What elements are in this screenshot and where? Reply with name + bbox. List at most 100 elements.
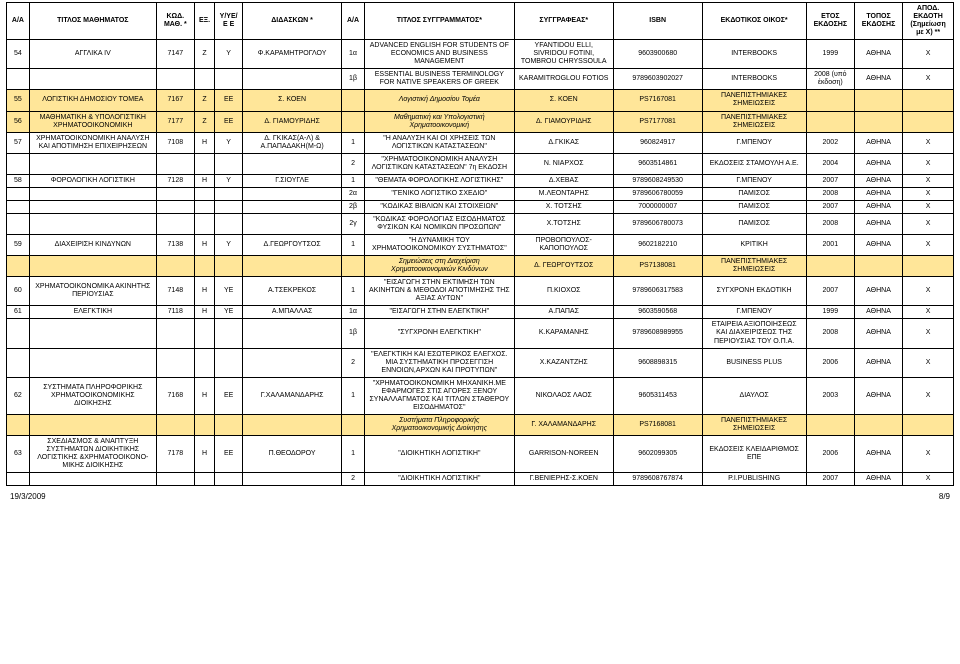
cell-auth: Κ.ΚΑΡΑΜΑΝΗΣ bbox=[514, 319, 613, 348]
cell-aa2: 2α bbox=[342, 187, 365, 200]
cell-pub: ΣΥΓΧΡΟΝΗ ΕΚΔΟΤΙΚΗ bbox=[702, 277, 806, 306]
cell-ex: Η bbox=[194, 277, 214, 306]
cell-apod: X bbox=[903, 377, 954, 414]
cell-pub: ΠΑΜΙΣΟΣ bbox=[702, 213, 806, 234]
cell-aa: 54 bbox=[7, 40, 30, 69]
cell-aa bbox=[7, 200, 30, 213]
cell-auth: Ν. ΝΙΑΡΧΟΣ bbox=[514, 153, 613, 174]
cell-isbn: PS7167081 bbox=[613, 90, 702, 111]
cell-apod bbox=[903, 90, 954, 111]
cell-place: ΑΘΗΝΑ bbox=[854, 174, 902, 187]
table-row: 56ΜΑΘΗΜΑΤΙΚΗ & ΥΠΟΛΟΓΙΣΤΙΚΗ ΧΡΗΜΑΤΟΟΙΚΟΝ… bbox=[7, 111, 954, 132]
cell-place: ΑΘΗΝΑ bbox=[854, 235, 902, 256]
cell-yyee bbox=[215, 473, 243, 486]
cell-did bbox=[243, 473, 342, 486]
cell-book: Μαθηματική και Υπολογιστική Χρηματοοικον… bbox=[364, 111, 514, 132]
cell-book: Συστήματα Πληροφορικής Χρηματοοικονομική… bbox=[364, 414, 514, 435]
cell-ex bbox=[194, 213, 214, 234]
cell-apod: X bbox=[903, 132, 954, 153]
cell-kwd: 7128 bbox=[156, 174, 194, 187]
cell-aa bbox=[7, 473, 30, 486]
cell-isbn: 9789608767874 bbox=[613, 473, 702, 486]
cell-kwd: 7178 bbox=[156, 435, 194, 472]
cell-isbn: 9789603902027 bbox=[613, 69, 702, 90]
cell-kwd: 7108 bbox=[156, 132, 194, 153]
col-place: ΤΟΠΟΣ ΕΚΔΟΣΗΣ bbox=[854, 3, 902, 40]
cell-pub: ΕΚΔΟΣΕΙΣ ΚΛΕΙΔΑΡΙΘΜΟΣ ΕΠΕ bbox=[702, 435, 806, 472]
cell-did: Σ. ΚΟΕΝ bbox=[243, 90, 342, 111]
cell-auth: Δ. ΓΕΩΡΓΟΥΤΣΟΣ bbox=[514, 256, 613, 277]
cell-apod: X bbox=[903, 213, 954, 234]
cell-auth: Δ. ΓΙΑΜΟΥΡΙΔΗΣ bbox=[514, 111, 613, 132]
table-row: 57ΧΡΗΜΑΤΟΟΙΚΟΝΟΜΙΚΗ ΑΝΑΛΥΣΗ ΚΑΙ ΑΠΟΤΙΜΗΣ… bbox=[7, 132, 954, 153]
cell-pub: ΠΑΜΙΣΟΣ bbox=[702, 200, 806, 213]
cell-book: "ΕΛΕΓΚΤΙΚΗ ΚΑΙ ΕΣΩΤΕΡΙΚΟΣ ΕΛΕΓΧΟΣ. ΜΙΑ Σ… bbox=[364, 348, 514, 377]
cell-apod: X bbox=[903, 200, 954, 213]
col-kwd: ΚΩΔ. ΜΑΘ. * bbox=[156, 3, 194, 40]
cell-title: ΧΡΗΜΑΤΟΟΙΚΟΝΟΜΙΚΗ ΑΝΑΛΥΣΗ ΚΑΙ ΑΠΟΤΙΜΗΣΗ … bbox=[29, 132, 156, 153]
cell-kwd: 7148 bbox=[156, 277, 194, 306]
cell-apod: X bbox=[903, 435, 954, 472]
table-row: 59ΔΙΑΧΕΙΡΙΣΗ ΚΙΝΔΥΝΩΝ7138ΗΥΔ.ΓΕΩΡΓΟΥΤΣΟΣ… bbox=[7, 235, 954, 256]
table-row: 61ΕΛΕΓΚΤΙΚΗ7118ΗΥΕΑ.ΜΠΑΛΛΑΣ1α"ΕΙΣΑΓΩΓΗ Σ… bbox=[7, 306, 954, 319]
cell-aa2: 2γ bbox=[342, 213, 365, 234]
cell-did: Δ.ΓΕΩΡΓΟΥΤΣΟΣ bbox=[243, 235, 342, 256]
cell-title: ΣΧΕΔΙΑΣΜΟΣ & ΑΝΑΠΤΥΞΗ ΣΥΣΤΗΜΑΤΩΝ ΔΙΟΙΚΗΤ… bbox=[29, 435, 156, 472]
cell-title bbox=[29, 414, 156, 435]
table-row: 2β"ΚΩΔΙΚΑΣ ΒΙΒΛΙΩΝ ΚΑΙ ΣΤΟΙΧΕΙΩΝ"Χ. ΤΟΤΣ… bbox=[7, 200, 954, 213]
cell-isbn: 9789606780073 bbox=[613, 213, 702, 234]
cell-ex: Η bbox=[194, 235, 214, 256]
cell-book: "ΕΙΣΑΓΩΓΗ ΣΤΗΝ ΕΛΕΓΚΤΙΚΗ" bbox=[364, 306, 514, 319]
cell-apod: X bbox=[903, 40, 954, 69]
cell-ex: Ζ bbox=[194, 90, 214, 111]
cell-place: ΑΘΗΝΑ bbox=[854, 153, 902, 174]
cell-apod: X bbox=[903, 277, 954, 306]
cell-yyee bbox=[215, 153, 243, 174]
cell-kwd bbox=[156, 473, 194, 486]
cell-kwd bbox=[156, 213, 194, 234]
cell-book: ADVANCED ENGLISH FOR STUDENTS OF ECONOMI… bbox=[364, 40, 514, 69]
cell-kwd: 7177 bbox=[156, 111, 194, 132]
cell-ex bbox=[194, 200, 214, 213]
cell-auth: YFANTIDOU ELLI, SIVRIDOU FOTINI, TOMBROU… bbox=[514, 40, 613, 69]
cell-title: ΛΟΓΙΣΤΙΚΗ ΔΗΜΟΣΙΟΥ ΤΟΜΕΑ bbox=[29, 90, 156, 111]
cell-book: "ΣΥΓΧΡΟΝΗ ΕΛΕΓΚΤΙΚΗ" bbox=[364, 319, 514, 348]
cell-book: "Η ΑΝΑΛΥΣΗ ΚΑΙ ΟΙ ΧΡΗΣΕΙΣ ΤΩΝ ΛΟΓΙΣΤΙΚΩΝ… bbox=[364, 132, 514, 153]
cell-ex: Η bbox=[194, 435, 214, 472]
cell-book: "ΔΙΟΙΚΗΤΙΚΗ ΛΟΓΙΣΤΙΚΗ" bbox=[364, 435, 514, 472]
cell-year: 2007 bbox=[806, 473, 854, 486]
cell-book: ESSENTIAL BUSINESS TERMINOLOGY FOR NATIV… bbox=[364, 69, 514, 90]
cell-aa2: 1β bbox=[342, 319, 365, 348]
cell-auth: Α.ΠΑΠΑΣ bbox=[514, 306, 613, 319]
cell-apod bbox=[903, 414, 954, 435]
col-did: ΔΙΔΑΣΚΩΝ * bbox=[243, 3, 342, 40]
cell-isbn: 9605311453 bbox=[613, 377, 702, 414]
cell-did bbox=[243, 153, 342, 174]
cell-pub: INTERBOOKS bbox=[702, 69, 806, 90]
cell-aa bbox=[7, 414, 30, 435]
cell-did bbox=[243, 213, 342, 234]
cell-year: 2007 bbox=[806, 277, 854, 306]
cell-book: "ΔΙΟΙΚΗΤΙΚΗ ΛΟΓΙΣΤΙΚΗ" bbox=[364, 473, 514, 486]
col-aa2: Α/Α bbox=[342, 3, 365, 40]
cell-yyee: ΕΕ bbox=[215, 377, 243, 414]
cell-kwd bbox=[156, 348, 194, 377]
cell-auth: Γ.ΒΕΝΙΕΡΗΣ-Σ.ΚΟΕΝ bbox=[514, 473, 613, 486]
cell-ex bbox=[194, 153, 214, 174]
cell-year: 2006 bbox=[806, 348, 854, 377]
cell-aa2: 1α bbox=[342, 40, 365, 69]
cell-book: "ΓΕΝΙΚΟ ΛΟΓΙΣΤΙΚΟ ΣΧΕΔΙΟ" bbox=[364, 187, 514, 200]
cell-did bbox=[243, 319, 342, 348]
cell-did: Α.ΤΣΕΚΡΕΚΟΣ bbox=[243, 277, 342, 306]
cell-kwd bbox=[156, 200, 194, 213]
cell-ex bbox=[194, 256, 214, 277]
col-ex: ΕΞ. bbox=[194, 3, 214, 40]
cell-kwd: 7138 bbox=[156, 235, 194, 256]
cell-year: 2008 bbox=[806, 213, 854, 234]
cell-yyee bbox=[215, 213, 243, 234]
cell-did: Δ. ΓΚΙΚΑΣ(Α-Λ) & Α.ΠΑΠΑΔΑΚΗ(Μ-Ω) bbox=[243, 132, 342, 153]
cell-aa2 bbox=[342, 111, 365, 132]
cell-year: 2008 bbox=[806, 319, 854, 348]
cell-aa2: 2 bbox=[342, 153, 365, 174]
cell-year: 2008 bbox=[806, 187, 854, 200]
